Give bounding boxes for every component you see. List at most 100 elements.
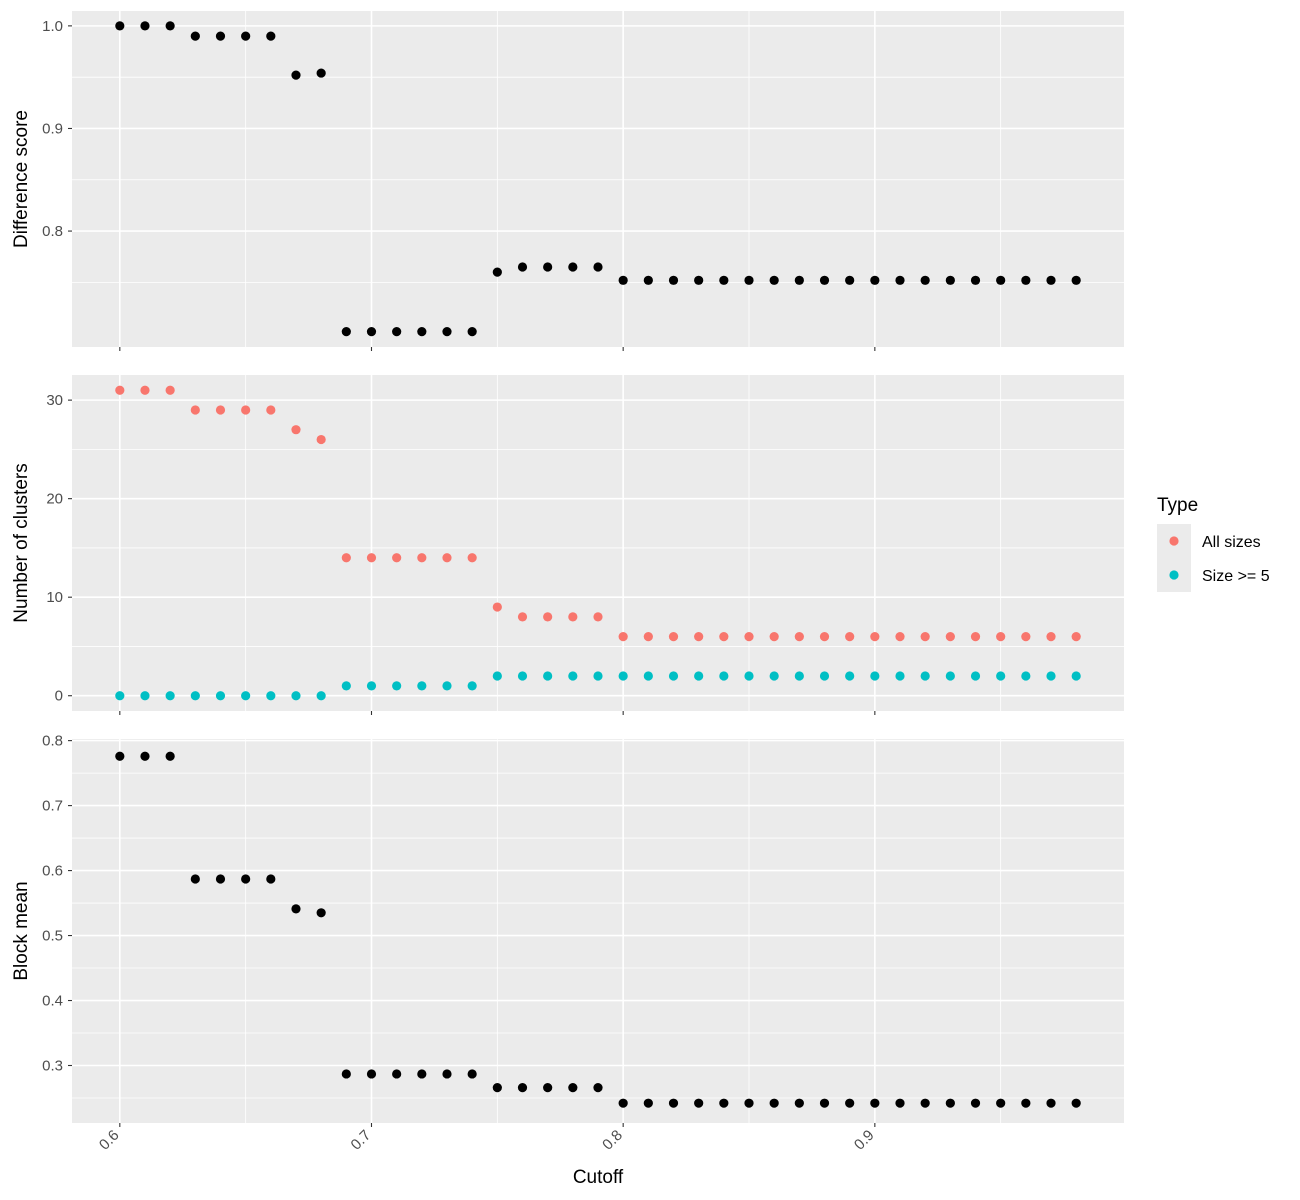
data-point xyxy=(719,671,729,681)
data-point xyxy=(492,671,502,681)
data-point xyxy=(417,327,427,337)
data-point xyxy=(568,262,578,272)
data-point xyxy=(140,21,150,31)
data-point xyxy=(140,691,150,701)
data-point xyxy=(366,327,377,337)
data-point xyxy=(1071,632,1081,642)
data-point xyxy=(291,691,301,701)
data-point xyxy=(442,553,452,563)
data-point xyxy=(845,632,855,642)
data-point xyxy=(241,874,251,884)
data-point xyxy=(241,691,251,701)
data-point xyxy=(392,681,402,691)
data-point xyxy=(291,70,301,80)
data-point xyxy=(467,681,477,691)
data-point xyxy=(140,751,150,761)
data-point xyxy=(543,671,553,681)
series-size-5 xyxy=(115,671,1081,701)
data-point xyxy=(970,1098,981,1108)
x-axis: 0.6 0.7 0.8 0.9 xyxy=(96,1127,878,1154)
data-point xyxy=(467,553,477,563)
data-point xyxy=(115,691,125,701)
legend-marker xyxy=(1169,570,1179,580)
data-point xyxy=(316,434,326,445)
data-point xyxy=(543,262,553,272)
data-point xyxy=(543,1082,553,1093)
data-point xyxy=(970,671,981,681)
data-point xyxy=(190,691,200,701)
data-point xyxy=(996,275,1006,285)
data-point xyxy=(845,275,855,285)
data-point xyxy=(794,275,804,285)
data-point xyxy=(1046,275,1056,285)
data-point xyxy=(668,275,679,285)
data-point xyxy=(417,553,427,563)
y-tick-label: 10 xyxy=(46,589,63,606)
data-point xyxy=(492,267,502,277)
data-point xyxy=(870,1098,880,1108)
legend-entry-size-5: Size >= 5 xyxy=(1157,558,1270,592)
data-point xyxy=(769,1098,779,1108)
data-point xyxy=(845,671,855,681)
data-point xyxy=(719,632,729,642)
panel-number-of-clusters: 0 10 20 30 Number of clusters xyxy=(11,375,1124,715)
data-point xyxy=(744,632,754,642)
x-tick-label: 0.9 xyxy=(851,1127,878,1154)
series-1 xyxy=(115,751,1081,1108)
data-point xyxy=(165,21,175,31)
data-point xyxy=(215,691,226,701)
data-point xyxy=(568,671,578,681)
data-point xyxy=(996,671,1006,681)
y-axis-title: Difference score xyxy=(11,110,32,248)
data-point xyxy=(366,1069,377,1079)
legend-label: All sizes xyxy=(1202,534,1261,551)
data-point xyxy=(794,671,804,681)
data-point xyxy=(719,1098,729,1108)
series-1 xyxy=(115,21,1081,337)
data-point xyxy=(744,1098,754,1108)
series-all-sizes xyxy=(115,385,1081,642)
data-point xyxy=(719,275,729,285)
data-point xyxy=(316,68,326,78)
data-point xyxy=(517,1082,528,1093)
data-point xyxy=(442,681,452,691)
data-point xyxy=(241,31,251,41)
legend: Type All sizes Size >= 5 xyxy=(1157,495,1270,592)
data-point xyxy=(920,275,930,285)
data-point xyxy=(1021,1098,1031,1108)
data-point xyxy=(568,1082,578,1093)
data-point xyxy=(190,874,200,884)
data-point xyxy=(970,632,981,642)
data-point xyxy=(819,632,830,642)
data-point xyxy=(492,602,502,612)
data-point xyxy=(341,1069,351,1079)
data-point xyxy=(895,671,905,681)
data-point xyxy=(593,1082,603,1093)
legend-marker xyxy=(1169,536,1179,546)
data-point xyxy=(1021,632,1031,642)
data-point xyxy=(517,671,528,681)
data-point xyxy=(1046,671,1056,681)
y-tick-label: 1.0 xyxy=(42,18,63,35)
data-point xyxy=(643,671,653,681)
data-point xyxy=(1071,275,1081,285)
legend-entries: All sizes Size >= 5 xyxy=(1157,524,1270,592)
data-point xyxy=(769,632,779,642)
y-tick-label: 0.4 xyxy=(42,993,63,1010)
data-point xyxy=(341,327,351,337)
data-point xyxy=(190,405,200,415)
panel-background xyxy=(72,739,1124,1123)
data-point xyxy=(140,385,150,395)
y-tick-label: 20 xyxy=(46,491,63,508)
data-point xyxy=(794,632,804,642)
data-point xyxy=(215,405,226,415)
data-point xyxy=(593,262,603,272)
data-point xyxy=(266,874,276,884)
data-point xyxy=(870,632,880,642)
y-tick-label: 0.5 xyxy=(42,928,63,945)
data-point xyxy=(517,612,528,622)
data-point xyxy=(266,31,276,41)
y-tick-label: 0.8 xyxy=(42,733,63,750)
data-point xyxy=(392,327,402,337)
